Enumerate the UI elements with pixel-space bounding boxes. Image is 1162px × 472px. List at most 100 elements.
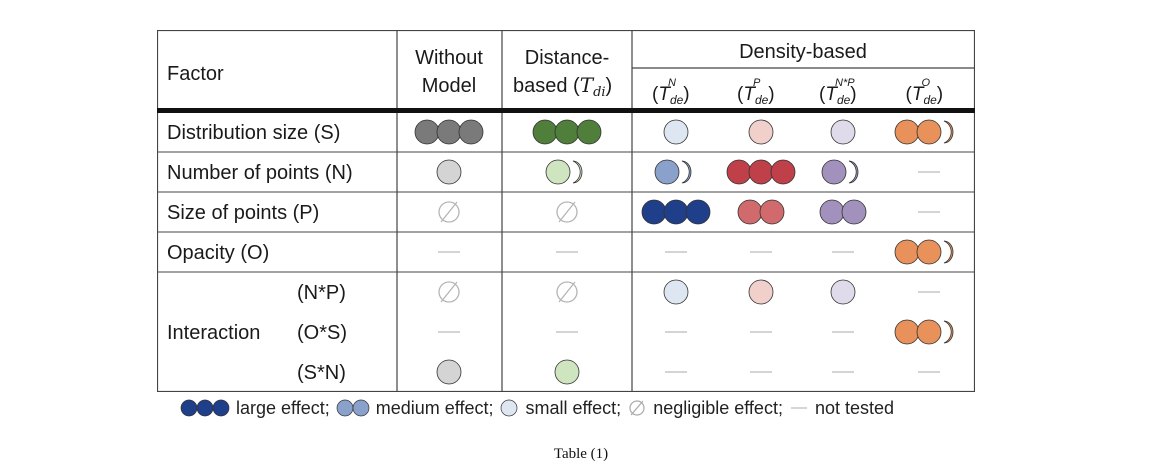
svg-text:(Tde): (Tde) (906, 84, 944, 107)
effect-circle (737, 199, 763, 225)
medium-effect-icon (336, 399, 370, 417)
effect-cell (414, 119, 484, 145)
effect-circle (554, 119, 580, 145)
header-density-3: (Tde)N*P (819, 77, 857, 107)
effect-cell (894, 119, 954, 145)
row-label: Opacity (O) (167, 242, 269, 264)
legend-item: small effect; (499, 398, 621, 419)
effect-circle (830, 279, 856, 305)
effect-circle (894, 239, 920, 265)
effect-circle (748, 159, 774, 185)
effect-circle (663, 279, 689, 305)
effect-cell (748, 279, 774, 305)
negligible-slash (440, 281, 458, 303)
negligible-slash (558, 281, 576, 303)
effect-circle (770, 159, 796, 185)
header-distance-based: Distance- (525, 47, 609, 69)
row-label: (N*P) (297, 282, 346, 304)
row-label: (O*S) (297, 322, 347, 344)
legend: large effect; medium effect; small effect;… (180, 396, 900, 420)
negligible-circle (438, 201, 460, 223)
effect-cell (748, 119, 774, 145)
header-factor: Factor (167, 63, 224, 85)
header-rule (157, 108, 975, 113)
row-label: (S*N) (297, 362, 346, 384)
effect-circle (576, 119, 602, 145)
effect-circle (916, 119, 942, 145)
effect-cell (737, 199, 785, 225)
effect-cell (556, 281, 578, 303)
effect-table: Factor Without Model Distance-based (Tdi) De… (156, 29, 976, 393)
effect-cell (663, 119, 689, 145)
effect-circle (916, 319, 942, 345)
table-row: (N*P) (297, 279, 940, 305)
effect-cell (663, 279, 689, 305)
effect-cell (821, 159, 859, 185)
header-without-model: Without (415, 47, 483, 69)
negligible-slash (558, 201, 576, 223)
legend-item: not tested (789, 398, 894, 419)
effect-partial (848, 160, 859, 184)
effect-cell (894, 319, 954, 345)
table-row: (S*N) (297, 359, 940, 385)
effect-cell (726, 159, 796, 185)
svg-text:P: P (753, 77, 761, 89)
effect-circle (748, 119, 774, 145)
header-density-2: (Tde)P (737, 77, 775, 107)
header-distance-based: based (Tdi) (513, 73, 612, 100)
negligible-slash (440, 201, 458, 223)
effect-cell (556, 201, 578, 223)
legend-label: not tested (814, 397, 895, 418)
header-without-model: Model (422, 75, 476, 97)
table-row: Distribution size (S) (167, 119, 954, 145)
legend-label: small effect; (525, 397, 622, 418)
legend-item: negligible effect; (627, 398, 783, 419)
negligible-circle (438, 281, 460, 303)
legend-label: negligible effect; (653, 397, 783, 418)
row-label: Size of points (P) (167, 202, 319, 224)
svg-text:N: N (668, 77, 676, 89)
negligible-circle (556, 281, 578, 303)
effect-cell (436, 159, 462, 185)
effect-cell (894, 239, 954, 265)
effect-circle (819, 199, 845, 225)
negligible-effect-icon (629, 400, 645, 416)
effect-circle (830, 119, 856, 145)
svg-text:(Tde): (Tde) (737, 84, 775, 107)
effect-cell (438, 281, 460, 303)
row-label: Distribution size (S) (167, 122, 340, 144)
table-row: Number of points (N) (167, 159, 940, 185)
effect-circle (654, 159, 680, 185)
effect-circle (821, 159, 847, 185)
row-label: Number of points (N) (167, 162, 353, 184)
effect-circle (916, 239, 942, 265)
effect-circle (663, 119, 689, 145)
effect-circle (545, 159, 571, 185)
effect-circle (554, 359, 580, 385)
table-row: Size of points (P) (167, 199, 940, 225)
effect-circle (458, 119, 484, 145)
header-density-1: (Tde)N (652, 77, 690, 107)
effect-circle (748, 279, 774, 305)
effect-circle (436, 359, 462, 385)
effect-circle (532, 119, 558, 145)
effect-cell (830, 279, 856, 305)
svg-text:(Tde): (Tde) (652, 84, 690, 107)
legend-label: medium effect; (375, 397, 494, 418)
table-caption: Table (1) (553, 446, 609, 462)
effect-cell (641, 199, 711, 225)
effect-circle (685, 199, 711, 225)
svg-text:N*P: N*P (835, 77, 855, 89)
effect-partial (943, 120, 954, 144)
negligible-circle (556, 201, 578, 223)
svg-text:O: O (922, 77, 931, 89)
legend-label: large effect; (236, 397, 330, 418)
effect-circle (726, 159, 752, 185)
interaction-label: Interaction (167, 322, 260, 344)
effect-cell (438, 201, 460, 223)
effect-circle (436, 119, 462, 145)
effect-cell (654, 159, 692, 185)
large-effect-icon (180, 399, 230, 417)
effect-circle (414, 119, 440, 145)
effect-circle (759, 199, 785, 225)
